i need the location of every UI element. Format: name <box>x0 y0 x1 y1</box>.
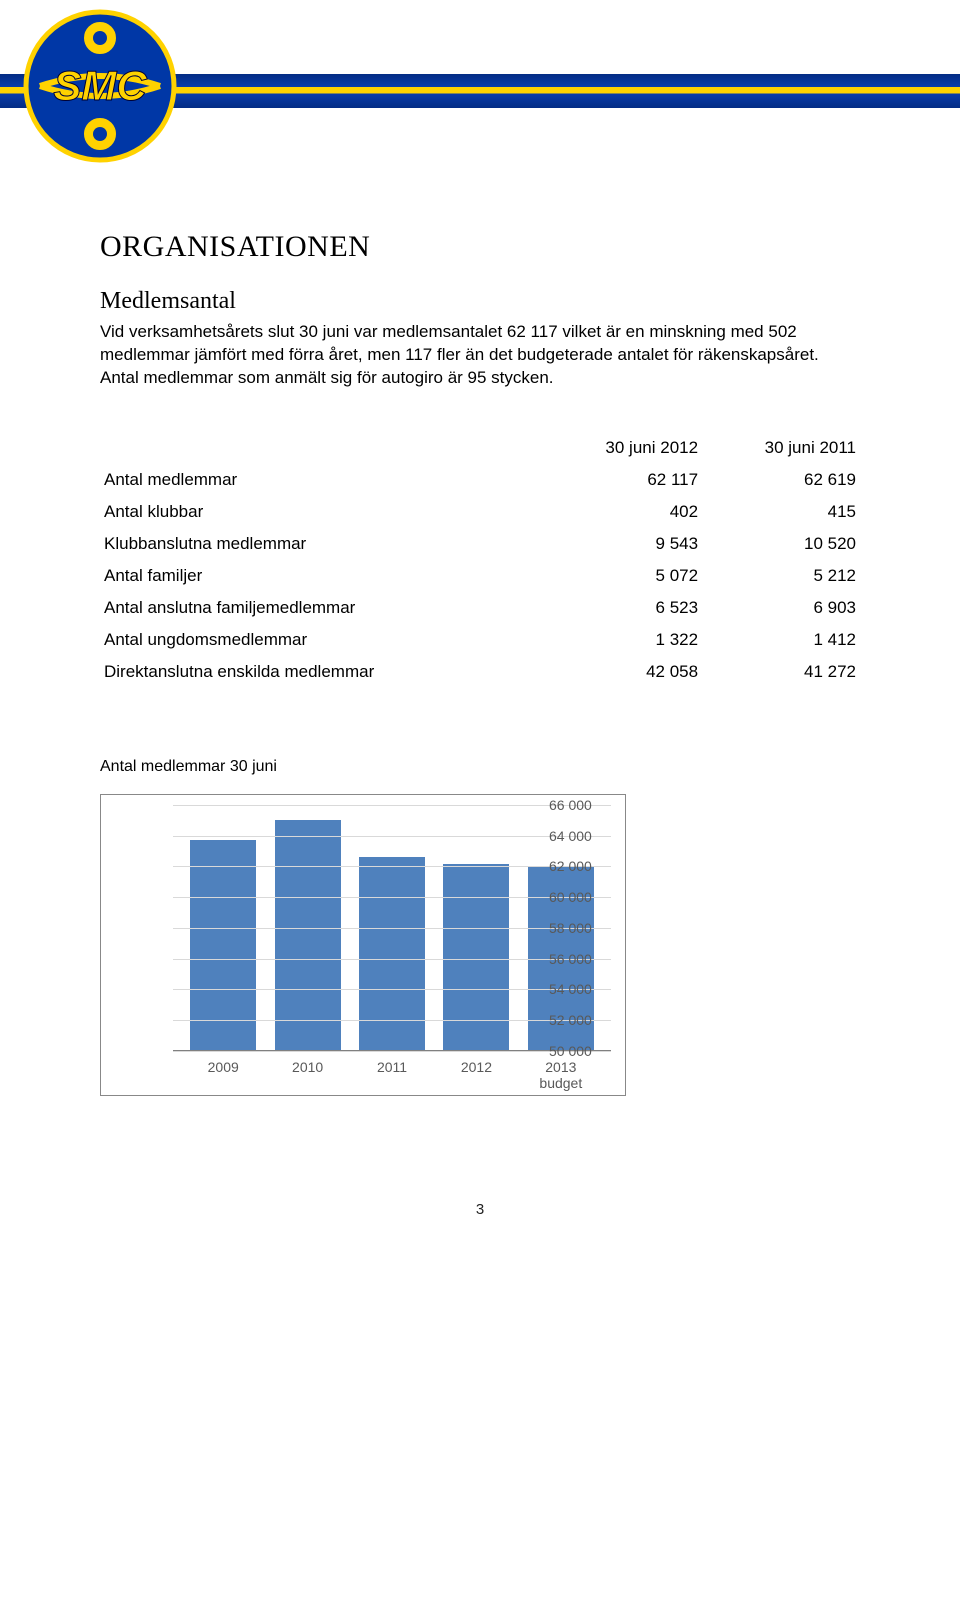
chart-gridline <box>173 928 611 929</box>
table-cell-value: 5 212 <box>702 560 860 592</box>
chart-y-tick: 66 000 <box>549 797 607 813</box>
members-bar-chart: 20092010201120122013 budget 50 000 52 000… <box>100 794 626 1096</box>
table-row: Antal familjer5 0725 212 <box>100 560 860 592</box>
chart-x-label: 2011 <box>350 1055 434 1085</box>
chart-x-label: 2009 <box>181 1055 265 1085</box>
chart-y-tick: 64 000 <box>549 828 607 844</box>
chart-y-tick: 52 000 <box>549 1012 607 1028</box>
membership-table: 30 juni 2012 30 juni 2011 Antal medlemma… <box>100 432 860 688</box>
table-cell-value: 62 619 <box>702 464 860 496</box>
table-cell-label: Direktanslutna enskilda medlemmar <box>100 656 542 688</box>
intro-paragraph: Vid verksamhetsårets slut 30 juni var me… <box>100 321 860 390</box>
chart-gridline <box>173 1051 611 1052</box>
table-row: Direktanslutna enskilda medlemmar42 0584… <box>100 656 860 688</box>
table-cell-value: 9 543 <box>542 528 702 560</box>
col-header-blank <box>100 432 542 464</box>
subsection-heading: Medlemsantal <box>100 288 860 315</box>
chart-bar <box>275 820 341 1050</box>
chart-y-tick: 56 000 <box>549 951 607 967</box>
col-header-2011: 30 juni 2011 <box>702 432 860 464</box>
section-heading: ORGANISATIONEN <box>100 230 860 264</box>
chart-y-tick: 50 000 <box>549 1043 607 1059</box>
table-cell-value: 10 520 <box>702 528 860 560</box>
chart-x-label: 2010 <box>265 1055 349 1085</box>
table-cell-value: 41 272 <box>702 656 860 688</box>
chart-x-label: 2013 budget <box>519 1055 603 1085</box>
chart-gridline <box>173 897 611 898</box>
table-row: Antal ungdomsmedlemmar1 3221 412 <box>100 624 860 656</box>
chart-title: Antal medlemmar 30 juni <box>100 758 860 776</box>
chart-gridline <box>173 959 611 960</box>
table-cell-label: Antal medlemmar <box>100 464 542 496</box>
chart-bar <box>443 864 509 1050</box>
chart-gridline <box>173 989 611 990</box>
table-cell-label: Antal familjer <box>100 560 542 592</box>
table-row: Antal medlemmar62 11762 619 <box>100 464 860 496</box>
logo-text: SMC <box>53 62 147 109</box>
table-cell-value: 5 072 <box>542 560 702 592</box>
table-cell-value: 6 903 <box>702 592 860 624</box>
smc-logo: SMC <box>20 6 180 166</box>
table-cell-label: Klubbanslutna medlemmar <box>100 528 542 560</box>
page-number: 3 <box>100 1201 860 1218</box>
table-cell-value: 42 058 <box>542 656 702 688</box>
col-header-2012: 30 juni 2012 <box>542 432 702 464</box>
chart-y-tick: 62 000 <box>549 858 607 874</box>
chart-x-label: 2012 <box>434 1055 518 1085</box>
chart-gridline <box>173 836 611 837</box>
table-row: Antal klubbar402415 <box>100 496 860 528</box>
chart-bar <box>190 840 256 1050</box>
table-cell-label: Antal ungdomsmedlemmar <box>100 624 542 656</box>
table-cell-value: 1 322 <box>542 624 702 656</box>
table-cell-value: 415 <box>702 496 860 528</box>
chart-y-tick: 58 000 <box>549 920 607 936</box>
table-cell-value: 402 <box>542 496 702 528</box>
chart-gridline <box>173 1020 611 1021</box>
page-header: SMC <box>0 0 960 170</box>
table-header-row: 30 juni 2012 30 juni 2011 <box>100 432 860 464</box>
table-cell-label: Antal klubbar <box>100 496 542 528</box>
chart-gridline <box>173 866 611 867</box>
table-cell-value: 62 117 <box>542 464 702 496</box>
table-cell-label: Antal anslutna familjemedlemmar <box>100 592 542 624</box>
page-content: ORGANISATIONEN Medlemsantal Vid verksamh… <box>0 170 960 1258</box>
table-row: Antal anslutna familjemedlemmar6 5236 90… <box>100 592 860 624</box>
table-cell-value: 1 412 <box>702 624 860 656</box>
chart-y-tick: 54 000 <box>549 981 607 997</box>
chart-gridline <box>173 805 611 806</box>
table-row: Klubbanslutna medlemmar9 54310 520 <box>100 528 860 560</box>
chart-y-tick: 60 000 <box>549 889 607 905</box>
table-cell-value: 6 523 <box>542 592 702 624</box>
